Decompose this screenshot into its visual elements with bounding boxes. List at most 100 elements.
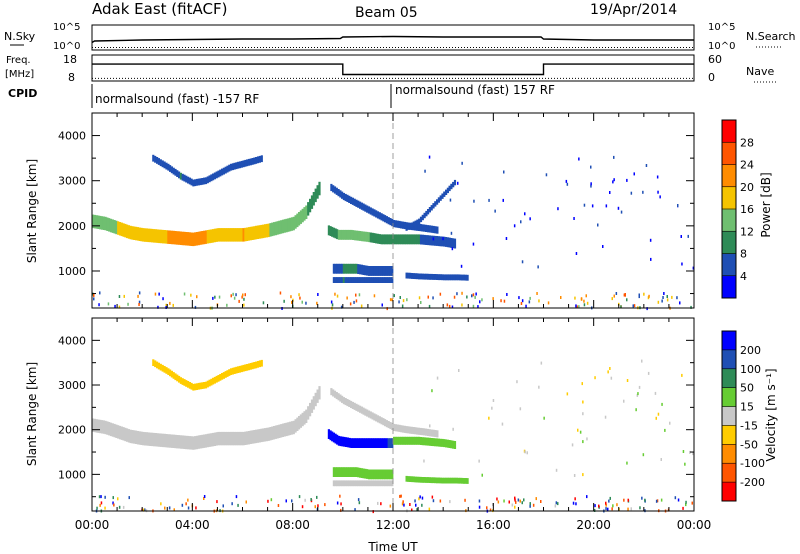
sparse-echo-cell [650, 257, 652, 261]
ground-scatter-cell [185, 502, 187, 506]
freq-left-tick-top: 18 [63, 53, 77, 66]
echo-cell [457, 274, 460, 281]
echo-cell [199, 178, 202, 186]
echo-cell [439, 438, 442, 447]
echo-cell [428, 235, 431, 246]
cpid-panel: CPID normalsound (fast) -157 RF normalso… [8, 83, 555, 108]
echo-cell [151, 432, 154, 447]
echo-cell [437, 477, 440, 484]
echo-cell [219, 374, 222, 381]
echo-cell [231, 228, 234, 242]
echo-cell [170, 166, 173, 174]
echo-cell [260, 359, 263, 367]
ground-scatter-cell [401, 502, 404, 506]
ground-scatter-cell [446, 303, 449, 307]
echo-cell [145, 228, 148, 242]
sparse-echo-cell [684, 462, 686, 466]
echo-cell [183, 174, 186, 182]
ground-scatter-cell [612, 504, 614, 508]
echo-cell [152, 154, 155, 162]
echo-cell [441, 274, 444, 281]
echo-cell [235, 366, 238, 374]
sparse-echo-cell [590, 182, 592, 186]
x-tick-label: 04:00 [175, 518, 210, 532]
ground-scatter-cell [349, 302, 352, 306]
echo-cell [350, 400, 353, 408]
echo-cell [421, 428, 424, 436]
echo-cell [336, 467, 339, 477]
sparse-echo-cell [502, 198, 504, 202]
sparse-echo-cell [692, 266, 695, 270]
echo-cell [181, 173, 184, 181]
echo-cell [337, 229, 340, 240]
echo-cell [371, 469, 374, 480]
ground-scatter-cell [409, 503, 411, 506]
echo-cell [419, 224, 422, 232]
echo-cell [344, 277, 347, 283]
ground-scatter-cell [586, 301, 589, 305]
sparse-echo-cell [450, 231, 453, 235]
echo-cell [436, 199, 439, 205]
echo-cell [334, 228, 337, 239]
echo-cell [461, 274, 464, 281]
ground-scatter-cell [623, 293, 626, 297]
ground-scatter-cell [525, 304, 527, 308]
sparse-echo-cell [472, 242, 475, 246]
echo-cell [156, 433, 159, 447]
echo-cell [385, 480, 388, 487]
echo-cell [396, 234, 399, 245]
echo-cell [445, 477, 448, 484]
echo-cell [240, 431, 243, 446]
echo-cell [341, 480, 344, 487]
ground-scatter-cell [160, 502, 162, 506]
echo-cell [428, 225, 431, 233]
noise-series-line [91, 35, 694, 44]
sparse-echo-cell [432, 237, 435, 241]
echo-cell [417, 223, 420, 231]
echo-cell [167, 163, 170, 171]
ground-scatter-cell [660, 498, 663, 502]
echo-cell [416, 273, 419, 280]
echo-cell [434, 438, 437, 447]
echo-cell [99, 419, 102, 434]
echo-cell [360, 231, 364, 242]
ground-scatter-cell [575, 502, 577, 506]
ground-scatter-cell [616, 503, 618, 507]
ground-scatter-cell [638, 293, 640, 297]
echo-cell [212, 377, 215, 385]
echo-cell [249, 430, 252, 444]
echo-cell [332, 277, 335, 283]
echo-cell [140, 227, 143, 242]
echo-cell [366, 231, 369, 242]
echo-cell [369, 480, 372, 487]
echo-cell [215, 432, 218, 446]
x-tick-label: 20:00 [576, 518, 611, 532]
echo-cell [204, 381, 208, 389]
echo-cell [426, 428, 430, 436]
echo-cell [224, 371, 227, 378]
echo-cell [251, 158, 254, 165]
echo-cell [419, 273, 423, 280]
sparse-echo-cell [633, 172, 635, 176]
echo-cell [341, 229, 344, 240]
echo-cell [353, 230, 357, 241]
velocity-colorbar: 200 100 50 15 -15 -50 -100 -200 [721, 330, 765, 502]
echo-cell [117, 425, 120, 439]
ground-scatter-cell [314, 505, 316, 509]
echo-cell [215, 228, 218, 242]
power-colorbar: 4 8 12 16 20 24 28 [721, 119, 754, 299]
ground-scatter-cell [340, 305, 343, 309]
echo-cell [425, 477, 428, 483]
colorbar-swatch [722, 164, 736, 188]
ground-scatter-cell [461, 291, 463, 295]
echo-cell [355, 277, 358, 283]
echo-cell [174, 168, 177, 176]
ground-scatter-cell [118, 505, 121, 509]
echo-cell [170, 230, 173, 245]
echo-cell [131, 430, 134, 444]
echo-cell [197, 231, 200, 246]
echo-cell [384, 438, 387, 448]
ground-scatter-cell [377, 501, 379, 505]
echo-cell [188, 382, 191, 389]
ground-scatter-cell [353, 300, 355, 304]
